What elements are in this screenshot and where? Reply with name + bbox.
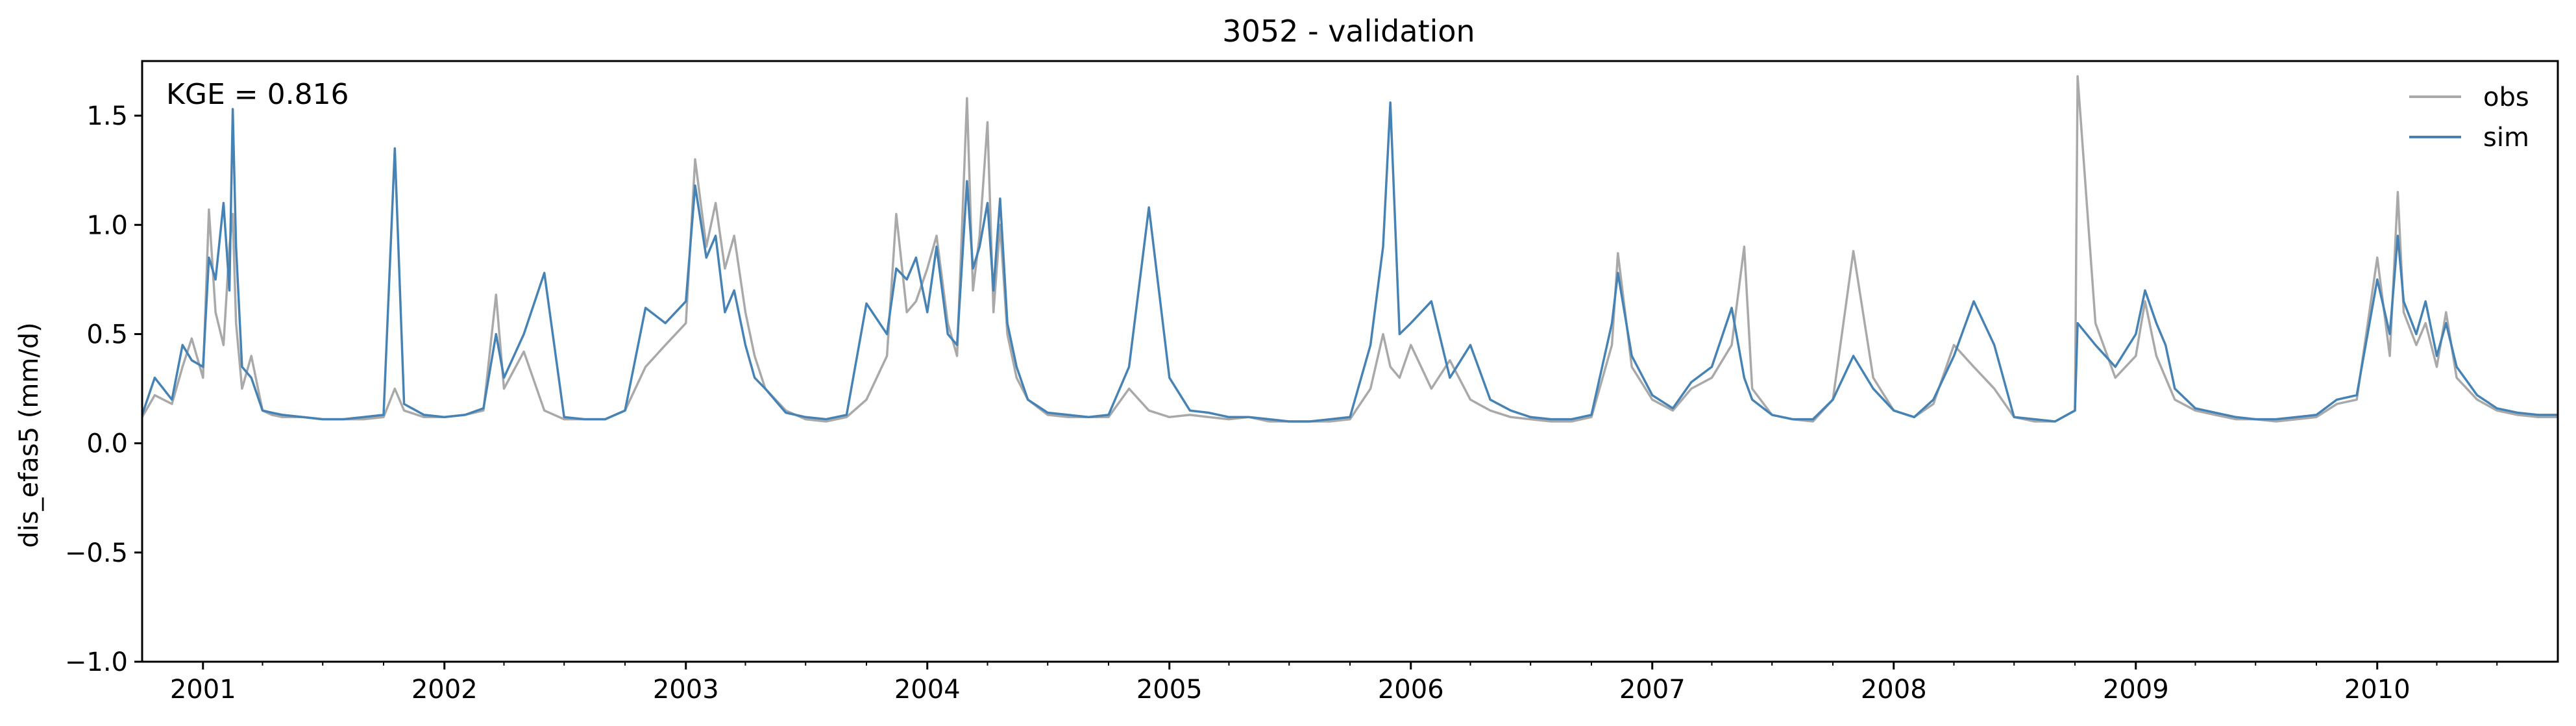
y-tick-label: 0.0 [86,429,128,459]
chart-title: 3052 - validation [1222,14,1475,49]
x-tick-label: 2007 [1619,675,1686,705]
y-tick-label: 1.5 [86,101,128,131]
x-axis: 2001 2002 2003 2004 2005 2006 2007 2008 2009 2010 [170,662,2498,705]
x-tick-label: 2008 [1861,675,1927,705]
y-tick-label: −0.5 [65,538,128,568]
y-tick-label: 0.5 [86,319,128,349]
plot-lines [141,75,2558,423]
x-tick-label: 2004 [894,675,961,705]
x-tick-label: 2003 [653,675,719,705]
legend-sim-label: sim [2483,123,2529,153]
x-tick-label: 2009 [2103,675,2169,705]
legend-obs-label: obs [2483,82,2529,112]
y-tick-label: −1.0 [65,647,128,677]
legend: obs sim [2409,82,2529,153]
x-tick-label: 2001 [170,675,236,705]
x-tick-label: 2006 [1378,675,1444,705]
x-tick-label: 2002 [411,675,478,705]
x-tick-label: 2005 [1136,675,1203,705]
kge-annotation: KGE = 0.816 [166,78,349,111]
y-axis: 1.5 1.0 0.5 0.0 −0.5 −1.0 [65,101,142,677]
x-tick-label: 2010 [2344,675,2410,705]
y-axis-label: dis_efas5 (mm/d) [14,322,44,548]
series-line-sim [141,101,2558,423]
series-line-obs [141,75,2558,423]
y-tick-label: 1.0 [86,210,128,240]
plot-frame [141,60,2559,663]
